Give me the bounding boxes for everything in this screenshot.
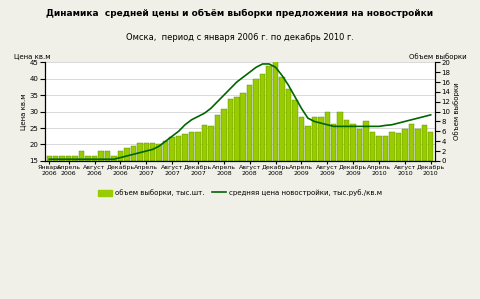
Bar [182,134,188,161]
Bar [408,124,414,161]
Bar [105,151,110,161]
Bar [376,136,382,161]
Bar [53,156,59,161]
Bar [363,121,369,161]
Bar [208,126,214,161]
Bar [144,143,149,161]
Bar [350,124,356,161]
Bar [111,156,117,161]
Y-axis label: Цена кв.м: Цена кв.м [21,93,27,130]
Bar [189,132,194,161]
Bar [324,112,330,161]
Bar [163,141,168,161]
Bar [247,86,252,161]
Bar [312,117,317,161]
Bar [279,77,285,161]
Bar [389,132,395,161]
Bar [215,115,220,161]
Bar [260,74,265,161]
Bar [202,125,207,161]
Bar [318,117,324,161]
Bar [421,125,427,161]
Bar [72,156,78,161]
Bar [176,136,181,161]
Bar [221,109,227,161]
Bar [292,100,298,161]
Bar [337,112,343,161]
Bar [79,151,84,161]
Bar [266,66,272,161]
Bar [66,156,72,161]
Bar [402,129,408,161]
Bar [92,156,97,161]
Bar [305,126,311,161]
Bar [98,151,104,161]
Bar [396,133,401,161]
Bar [273,60,278,161]
Bar [47,156,52,161]
Bar [228,99,233,161]
Text: Объем выборки: Объем выборки [409,54,467,60]
Bar [131,146,136,161]
Bar [415,129,420,161]
Bar [150,143,156,161]
Bar [156,144,162,161]
Bar [118,151,123,161]
Bar [253,79,259,161]
Bar [344,120,349,161]
Bar [357,129,362,161]
Bar [428,132,433,161]
Bar [169,137,175,161]
Bar [234,97,240,161]
Bar [331,124,336,161]
Text: Омска,  период с января 2006 г. по декабрь 2010 г.: Омска, период с января 2006 г. по декабр… [126,33,354,42]
Bar [124,148,130,161]
Bar [195,132,201,161]
Legend: объем выборки, тыс.шт., средняя цена новостройки, тыс.руб./кв.м: объем выборки, тыс.шт., средняя цена нов… [95,186,385,199]
Bar [383,136,388,161]
Text: Цена кв.м: Цена кв.м [13,54,50,60]
Text: Динамика  средней цены и объём выборки предложения на новостройки: Динамика средней цены и объём выборки пр… [47,9,433,18]
Bar [370,132,375,161]
Bar [299,117,304,161]
Bar [286,89,291,161]
Bar [85,156,91,161]
Y-axis label: Объем выборки: Объем выборки [453,83,460,141]
Bar [137,143,143,161]
Bar [240,93,246,161]
Bar [60,156,65,161]
